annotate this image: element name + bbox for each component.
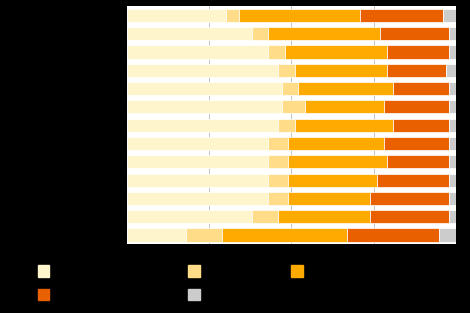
- Bar: [127, 192, 268, 205]
- Bar: [127, 173, 268, 187]
- Bar: [449, 119, 456, 132]
- Bar: [370, 210, 449, 223]
- Bar: [288, 192, 370, 205]
- Bar: [347, 228, 439, 242]
- Bar: [446, 64, 456, 77]
- Bar: [268, 192, 288, 205]
- Bar: [384, 137, 449, 150]
- Bar: [449, 137, 456, 150]
- Bar: [305, 100, 384, 114]
- Bar: [226, 9, 239, 22]
- Bar: [127, 228, 186, 242]
- Bar: [127, 45, 268, 59]
- Bar: [449, 100, 456, 114]
- Bar: [393, 119, 449, 132]
- Bar: [295, 64, 387, 77]
- Bar: [282, 82, 298, 95]
- Bar: [443, 9, 456, 22]
- Bar: [449, 210, 456, 223]
- Bar: [449, 45, 456, 59]
- Bar: [252, 210, 278, 223]
- Bar: [127, 119, 278, 132]
- Bar: [127, 155, 268, 168]
- Bar: [439, 228, 456, 242]
- Bar: [252, 27, 268, 40]
- Bar: [268, 137, 288, 150]
- Bar: [377, 173, 449, 187]
- Bar: [127, 64, 278, 77]
- Bar: [268, 155, 288, 168]
- Bar: [288, 155, 387, 168]
- Bar: [127, 210, 252, 223]
- Bar: [268, 173, 288, 187]
- Bar: [295, 119, 393, 132]
- Bar: [285, 45, 387, 59]
- Bar: [127, 27, 252, 40]
- Bar: [449, 82, 456, 95]
- Bar: [278, 119, 295, 132]
- Bar: [127, 100, 282, 114]
- Bar: [127, 9, 226, 22]
- Bar: [282, 100, 305, 114]
- Bar: [127, 137, 268, 150]
- Bar: [222, 228, 347, 242]
- Bar: [288, 173, 377, 187]
- Bar: [387, 45, 449, 59]
- Bar: [268, 27, 380, 40]
- Bar: [370, 192, 449, 205]
- Bar: [449, 173, 456, 187]
- Bar: [387, 64, 446, 77]
- Bar: [380, 27, 449, 40]
- Bar: [278, 64, 295, 77]
- Bar: [384, 100, 449, 114]
- Bar: [278, 210, 370, 223]
- Bar: [298, 82, 393, 95]
- Bar: [387, 155, 449, 168]
- Bar: [449, 27, 456, 40]
- Bar: [186, 228, 222, 242]
- Bar: [127, 82, 282, 95]
- Bar: [449, 155, 456, 168]
- Bar: [449, 192, 456, 205]
- Bar: [288, 137, 384, 150]
- Bar: [268, 45, 285, 59]
- Bar: [360, 9, 443, 22]
- Bar: [393, 82, 449, 95]
- Bar: [239, 9, 360, 22]
